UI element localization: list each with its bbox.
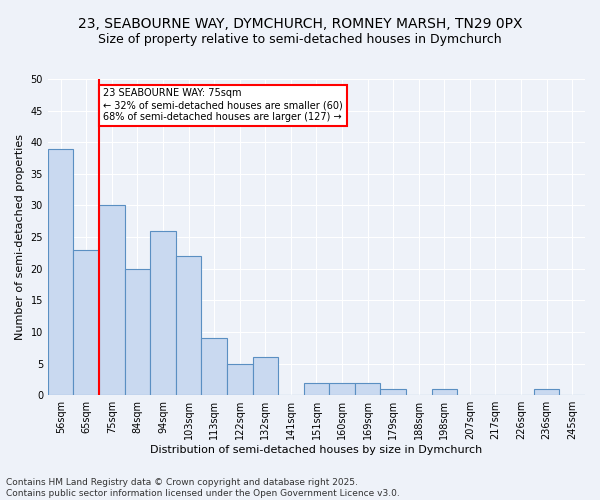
Bar — [48, 148, 73, 395]
Text: 23 SEABOURNE WAY: 75sqm
← 32% of semi-detached houses are smaller (60)
68% of se: 23 SEABOURNE WAY: 75sqm ← 32% of semi-de… — [103, 88, 343, 122]
Text: 23, SEABOURNE WAY, DYMCHURCH, ROMNEY MARSH, TN29 0PX: 23, SEABOURNE WAY, DYMCHURCH, ROMNEY MAR… — [78, 18, 522, 32]
Bar — [253, 358, 278, 395]
Bar — [150, 231, 176, 395]
Bar — [202, 338, 227, 395]
Bar — [176, 256, 202, 395]
Bar — [73, 250, 99, 395]
Bar — [431, 389, 457, 395]
Bar — [534, 389, 559, 395]
Bar — [329, 382, 355, 395]
Text: Size of property relative to semi-detached houses in Dymchurch: Size of property relative to semi-detach… — [98, 32, 502, 46]
Bar — [355, 382, 380, 395]
Bar — [99, 206, 125, 395]
Y-axis label: Number of semi-detached properties: Number of semi-detached properties — [15, 134, 25, 340]
X-axis label: Distribution of semi-detached houses by size in Dymchurch: Distribution of semi-detached houses by … — [151, 445, 482, 455]
Bar — [227, 364, 253, 395]
Bar — [380, 389, 406, 395]
Bar — [304, 382, 329, 395]
Text: Contains HM Land Registry data © Crown copyright and database right 2025.
Contai: Contains HM Land Registry data © Crown c… — [6, 478, 400, 498]
Bar — [125, 268, 150, 395]
